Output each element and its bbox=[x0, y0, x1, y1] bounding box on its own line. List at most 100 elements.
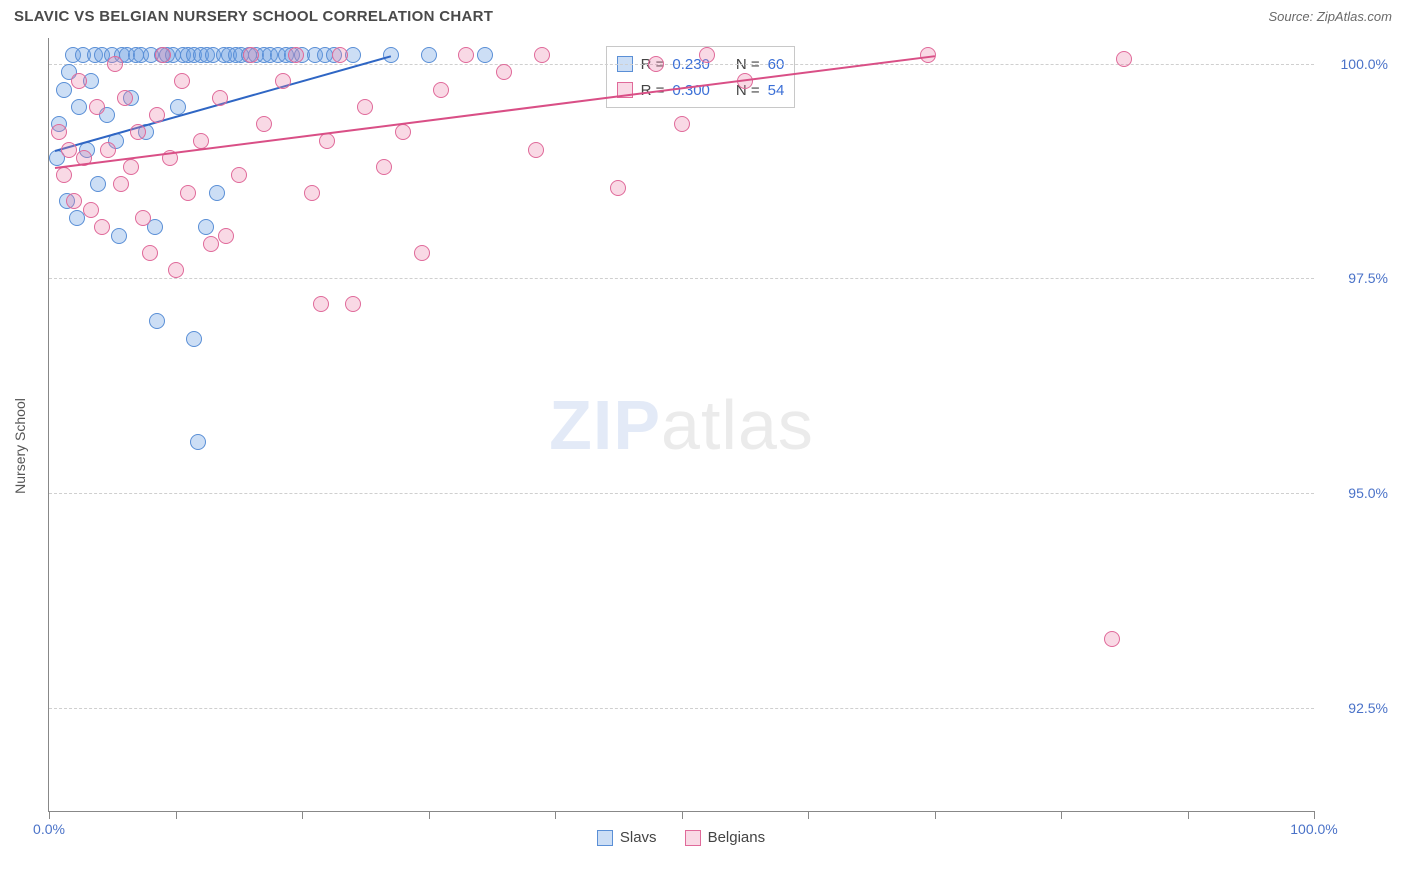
legend: Slavs Belgians bbox=[48, 829, 1314, 846]
data-point bbox=[1104, 631, 1120, 647]
data-point bbox=[51, 124, 67, 140]
chart-title: SLAVIC VS BELGIAN NURSERY SCHOOL CORRELA… bbox=[14, 8, 493, 25]
data-point bbox=[198, 219, 214, 235]
y-tick-label: 92.5% bbox=[1320, 700, 1388, 716]
chart-area: ZIPatlas R =0.230N =60R =0.300N =54 92.5… bbox=[48, 38, 1394, 850]
data-point bbox=[458, 47, 474, 63]
y-tick-label: 95.0% bbox=[1320, 485, 1388, 501]
plot-area: ZIPatlas R =0.230N =60R =0.300N =54 92.5… bbox=[48, 38, 1314, 812]
x-tick bbox=[555, 811, 556, 819]
data-point bbox=[71, 99, 87, 115]
data-point bbox=[376, 159, 392, 175]
x-tick bbox=[49, 811, 50, 819]
y-tick-label: 97.5% bbox=[1320, 270, 1388, 286]
data-point bbox=[123, 159, 139, 175]
data-point bbox=[275, 73, 291, 89]
data-point bbox=[111, 228, 127, 244]
chart-header: SLAVIC VS BELGIAN NURSERY SCHOOL CORRELA… bbox=[0, 0, 1406, 29]
data-point bbox=[149, 107, 165, 123]
gridline bbox=[49, 708, 1314, 709]
legend-label-belgians: Belgians bbox=[708, 829, 766, 846]
data-point bbox=[534, 47, 550, 63]
data-point bbox=[395, 124, 411, 140]
data-point bbox=[319, 133, 335, 149]
data-point bbox=[71, 73, 87, 89]
gridline bbox=[49, 278, 1314, 279]
x-tick bbox=[808, 811, 809, 819]
data-point bbox=[170, 99, 186, 115]
x-tick bbox=[682, 811, 683, 819]
data-point bbox=[610, 180, 626, 196]
data-point bbox=[357, 99, 373, 115]
data-point bbox=[113, 176, 129, 192]
x-tick bbox=[429, 811, 430, 819]
data-point bbox=[83, 202, 99, 218]
data-point bbox=[699, 47, 715, 63]
source-citation: Source: ZipAtlas.com bbox=[1268, 9, 1392, 24]
data-point bbox=[383, 47, 399, 63]
data-point bbox=[231, 167, 247, 183]
x-tick bbox=[1061, 811, 1062, 819]
x-tick bbox=[302, 811, 303, 819]
data-point bbox=[313, 296, 329, 312]
watermark-atlas: atlas bbox=[661, 386, 814, 464]
legend-swatch-slavs bbox=[597, 830, 613, 846]
data-point bbox=[209, 185, 225, 201]
y-axis-title: Nursery School bbox=[12, 398, 28, 494]
data-point bbox=[135, 210, 151, 226]
data-point bbox=[149, 313, 165, 329]
legend-item-belgians: Belgians bbox=[685, 829, 766, 846]
data-point bbox=[256, 116, 272, 132]
data-point bbox=[100, 142, 116, 158]
legend-item-slavs: Slavs bbox=[597, 829, 657, 846]
data-point bbox=[190, 434, 206, 450]
source-name: ZipAtlas.com bbox=[1317, 9, 1392, 24]
data-point bbox=[94, 219, 110, 235]
data-point bbox=[142, 245, 158, 261]
data-point bbox=[496, 64, 512, 80]
data-point bbox=[66, 193, 82, 209]
data-point bbox=[332, 47, 348, 63]
data-point bbox=[174, 73, 190, 89]
data-point bbox=[674, 116, 690, 132]
stats-row: R =0.300N =54 bbox=[617, 77, 785, 103]
stats-n-value: 54 bbox=[768, 82, 785, 99]
data-point bbox=[433, 82, 449, 98]
data-point bbox=[56, 167, 72, 183]
data-point bbox=[421, 47, 437, 63]
data-point bbox=[186, 331, 202, 347]
legend-label-slavs: Slavs bbox=[620, 829, 657, 846]
data-point bbox=[61, 142, 77, 158]
data-point bbox=[414, 245, 430, 261]
data-point bbox=[203, 236, 219, 252]
data-point bbox=[218, 228, 234, 244]
data-point bbox=[243, 47, 259, 63]
data-point bbox=[648, 56, 664, 72]
x-tick bbox=[935, 811, 936, 819]
data-point bbox=[90, 176, 106, 192]
x-tick bbox=[176, 811, 177, 819]
watermark-zip: ZIP bbox=[549, 386, 661, 464]
data-point bbox=[130, 124, 146, 140]
data-point bbox=[212, 90, 228, 106]
watermark: ZIPatlas bbox=[549, 385, 814, 465]
data-point bbox=[89, 99, 105, 115]
data-point bbox=[528, 142, 544, 158]
data-point bbox=[288, 47, 304, 63]
source-label: Source: bbox=[1268, 9, 1316, 24]
data-point bbox=[168, 262, 184, 278]
x-tick bbox=[1188, 811, 1189, 819]
data-point bbox=[155, 47, 171, 63]
data-point bbox=[304, 185, 320, 201]
data-point bbox=[477, 47, 493, 63]
legend-swatch-belgians bbox=[685, 830, 701, 846]
data-point bbox=[56, 82, 72, 98]
x-tick bbox=[1314, 811, 1315, 819]
data-point bbox=[1116, 51, 1132, 67]
data-point bbox=[117, 90, 133, 106]
data-point bbox=[180, 185, 196, 201]
data-point bbox=[345, 296, 361, 312]
gridline bbox=[49, 493, 1314, 494]
data-point bbox=[107, 56, 123, 72]
y-tick-label: 100.0% bbox=[1320, 56, 1388, 72]
